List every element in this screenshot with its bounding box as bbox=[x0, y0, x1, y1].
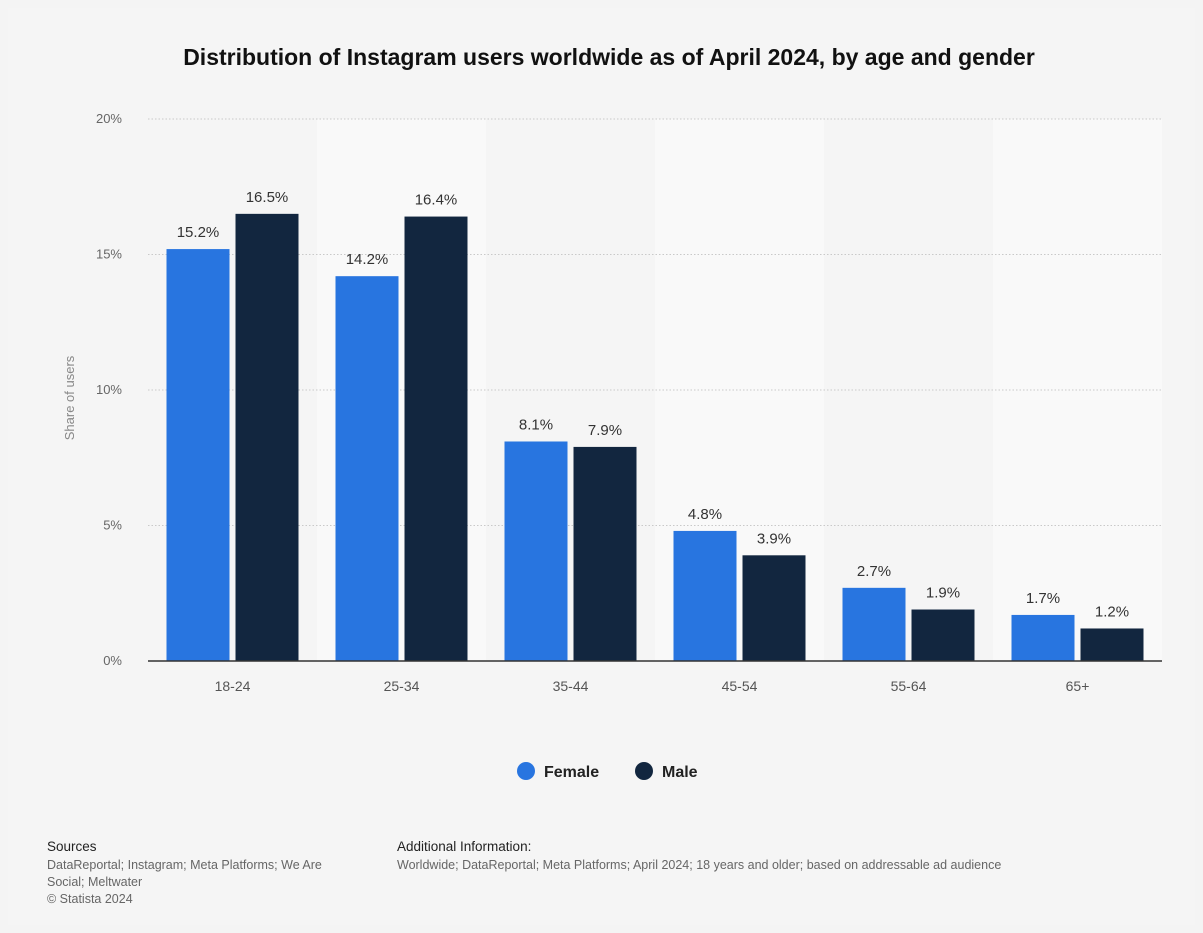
bar-female-18-24[interactable] bbox=[166, 249, 230, 661]
sources-line-1: DataReportal; Instagram; Meta Platforms;… bbox=[47, 858, 322, 872]
gridlines bbox=[148, 118, 1162, 526]
y-tick-label: 10% bbox=[96, 382, 122, 397]
bar-male-25-34[interactable] bbox=[404, 216, 468, 661]
data-label: 1.7% bbox=[1026, 590, 1060, 607]
chart-title: Distribution of Instagram users worldwid… bbox=[183, 44, 1035, 70]
legend-label-male[interactable]: Male bbox=[662, 764, 698, 781]
additional-info-heading: Additional Information: bbox=[397, 839, 532, 854]
bar-female-45-54[interactable] bbox=[673, 530, 737, 661]
y-tick-label: 20% bbox=[96, 111, 122, 126]
data-label: 7.9% bbox=[588, 422, 622, 439]
additional-info-block: Additional Information: Worldwide; DataR… bbox=[397, 838, 1187, 874]
y-tick-label: 5% bbox=[103, 518, 122, 533]
data-label: 16.5% bbox=[246, 189, 289, 206]
bar-female-65+[interactable] bbox=[1011, 614, 1075, 661]
data-label: 1.2% bbox=[1095, 603, 1129, 620]
data-label: 3.9% bbox=[757, 530, 791, 547]
y-axis-title: Share of users bbox=[62, 355, 77, 440]
legend-swatch-male bbox=[635, 762, 653, 780]
sources-block: Sources DataReportal; Instagram; Meta Pl… bbox=[47, 838, 387, 908]
bar-female-55-64[interactable] bbox=[842, 587, 906, 661]
data-labels: 15.2% 16.5% 14.2% 16.4% 8.1% 7.9% 4.8% 3.9% 2.7%… bbox=[177, 189, 1129, 621]
sources-line-2: Social; Meltwater bbox=[47, 875, 143, 889]
bar-male-18-24[interactable] bbox=[235, 213, 299, 661]
sources-heading: Sources bbox=[47, 839, 97, 854]
x-tick-label: 25-34 bbox=[384, 678, 420, 694]
legend-swatch-female bbox=[517, 762, 535, 780]
chart-card: 0% 5% 10% 15% 20% 15.2% 16.5% 14.2% 16.4% 8.1% 7.… bbox=[8, 8, 1195, 925]
copyright: © Statista 2024 bbox=[47, 892, 133, 906]
data-label: 14.2% bbox=[346, 251, 389, 268]
x-tick-label: 55-64 bbox=[891, 678, 927, 694]
bar-female-35-44[interactable] bbox=[504, 441, 568, 661]
category-band bbox=[993, 119, 1162, 661]
y-axis-ticks: 0% 5% 10% 15% 20% bbox=[96, 111, 122, 668]
bar-female-25-34[interactable] bbox=[335, 276, 399, 661]
data-label: 2.7% bbox=[857, 563, 891, 580]
data-label: 16.4% bbox=[415, 192, 458, 209]
bars bbox=[166, 213, 1144, 661]
y-tick-label: 15% bbox=[96, 247, 122, 262]
data-label: 15.2% bbox=[177, 224, 220, 241]
bar-male-35-44[interactable] bbox=[573, 446, 637, 661]
y-tick-label: 0% bbox=[103, 653, 122, 668]
bar-male-45-54[interactable] bbox=[742, 555, 806, 661]
legend: Female Male bbox=[517, 762, 698, 781]
data-label: 8.1% bbox=[519, 416, 553, 433]
x-tick-label: 45-54 bbox=[722, 678, 758, 694]
category-labels: 18-24 25-34 35-44 45-54 55-64 65+ bbox=[215, 678, 1090, 694]
bar-male-65+[interactable] bbox=[1080, 628, 1144, 661]
data-label: 1.9% bbox=[926, 585, 960, 602]
additional-info-text: Worldwide; DataReportal; Meta Platforms;… bbox=[397, 858, 1002, 872]
legend-label-female[interactable]: Female bbox=[544, 764, 599, 781]
x-tick-label: 35-44 bbox=[553, 678, 589, 694]
x-tick-label: 18-24 bbox=[215, 678, 251, 694]
chart: 0% 5% 10% 15% 20% 15.2% 16.5% 14.2% 16.4% 8.1% 7.… bbox=[62, 44, 1162, 781]
x-tick-label: 65+ bbox=[1066, 678, 1090, 694]
bar-male-55-64[interactable] bbox=[911, 609, 975, 661]
data-label: 4.8% bbox=[688, 506, 722, 523]
